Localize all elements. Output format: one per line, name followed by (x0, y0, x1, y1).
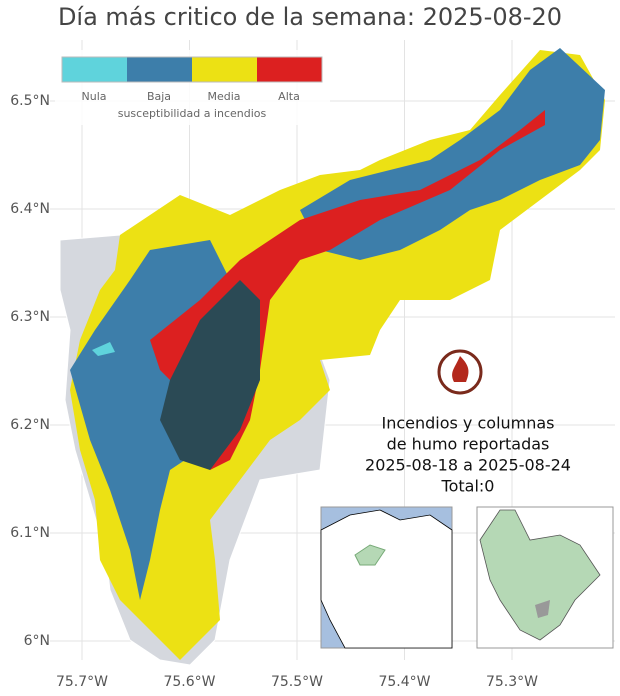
y-tick-label: 6.2°N (10, 417, 50, 433)
y-tick-label: 6.4°N (10, 201, 50, 217)
x-tick-label: 75.6°W (163, 674, 215, 690)
legend-title: susceptibilidad a incendios (118, 107, 267, 120)
y-tick-label: 6.5°N (10, 93, 50, 109)
annotation-line: Total:0 (441, 477, 495, 496)
legend-swatch (62, 57, 127, 82)
legend-label: Media (207, 90, 240, 103)
y-tick-label: 6.1°N (10, 525, 50, 541)
title: Día más critico de la semana: 2025-08-20 (58, 3, 562, 31)
x-tick-label: 75.5°W (271, 674, 323, 690)
legend-label: Alta (278, 90, 300, 103)
x-tick-label: 75.4°W (378, 674, 430, 690)
x-tick-label: 75.7°W (56, 674, 108, 690)
y-tick-label: 6°N (24, 633, 50, 649)
x-tick-label: 75.3°W (486, 674, 538, 690)
inset-colombia (320, 506, 453, 649)
inset-antioquia (476, 506, 614, 649)
zone-nula (92, 342, 115, 356)
annotation-line: Incendios y columnas (381, 414, 554, 433)
dense-zone (160, 280, 260, 470)
fire-icon (437, 349, 483, 395)
legend-swatch (127, 57, 192, 82)
legend-label: Nula (82, 90, 107, 103)
legend-swatch (257, 57, 322, 82)
annotation-line: de humo reportadas (387, 435, 550, 454)
annotation-line: 2025-08-18 a 2025-08-24 (365, 456, 571, 475)
y-tick-label: 6.3°N (10, 309, 50, 325)
legend-frame (61, 56, 323, 83)
legend-label: Baja (147, 90, 171, 103)
legend-swatch (192, 57, 257, 82)
